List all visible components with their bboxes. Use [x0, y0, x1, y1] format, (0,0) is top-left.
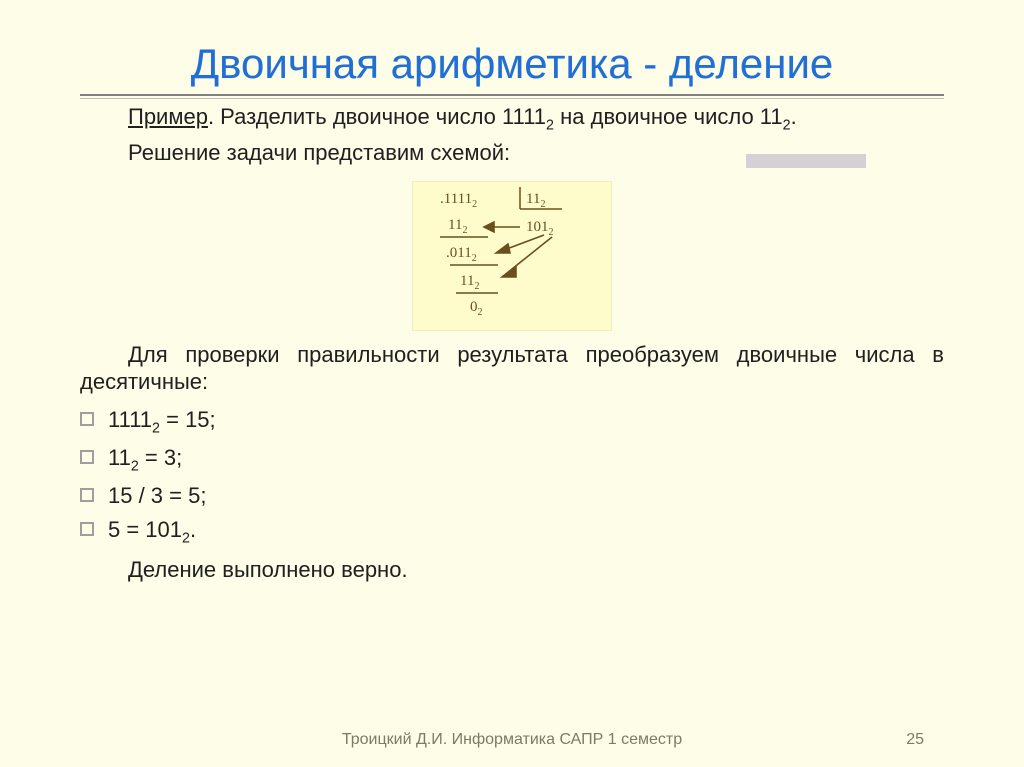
bullet-icon	[80, 450, 94, 464]
slide: Двоичная арифметика - деление Пример. Ра…	[0, 0, 1024, 767]
svg-text:1012: 1012	[526, 219, 554, 238]
d-sub2: 11	[460, 273, 474, 289]
intro-paragraph: Пример. Разделить двоичное число 11112 н…	[80, 103, 944, 135]
d-divisor-sub: 2	[540, 199, 545, 210]
d-rem2: 0	[470, 299, 478, 315]
check-paragraph: Для проверки правильности результата пре…	[80, 341, 944, 396]
list-item: 112 = 3;	[80, 444, 944, 476]
title-rule	[80, 94, 944, 99]
bullet-text-1: 11112 = 15;	[108, 406, 216, 438]
svg-text:112: 112	[526, 191, 545, 210]
intro-num1: 1111	[502, 104, 546, 129]
d-rem2-sub: 2	[478, 307, 483, 318]
long-division-diagram: .11112 112 1012 112 .0112 112 02	[412, 181, 612, 331]
bullet-text-2: 112 = 3;	[108, 444, 182, 476]
intro-sub2: 2	[783, 117, 791, 133]
bullet-text-4: 5 = 1012.	[108, 516, 196, 548]
bullet-icon	[80, 488, 94, 502]
bullet-icon	[80, 522, 94, 536]
intro-text-1: . Разделить двоичное число	[208, 104, 502, 129]
d-quotient-sub: 2	[549, 227, 554, 238]
footer-text: Троицкий Д.И. Информатика САПР 1 семестр	[0, 731, 1024, 749]
conclusion: Деление выполнено верно.	[80, 556, 944, 584]
page-number: 25	[906, 731, 924, 749]
bullet-icon	[80, 412, 94, 426]
d-divisor: 11	[526, 191, 540, 207]
intro-text-2: на двоичное число	[554, 104, 760, 129]
intro-tail: .	[791, 104, 797, 129]
d-sub2-sub: 2	[474, 281, 479, 292]
list-item: 11112 = 15;	[80, 406, 944, 438]
svg-text:02: 02	[470, 299, 483, 318]
d-sub1-sub: 2	[462, 225, 467, 236]
bullet-list: 11112 = 15; 112 = 3; 15 / 3 = 5; 5 = 101…	[80, 406, 944, 548]
svg-text:.0112: .0112	[446, 245, 477, 264]
intro-sub1: 2	[546, 117, 554, 133]
d-rem1: 011	[450, 245, 472, 261]
svg-text:112: 112	[460, 273, 479, 292]
d-rem1-sub: 2	[472, 253, 477, 264]
slide-title: Двоичная арифметика - деление	[80, 40, 944, 88]
scheme-line: Решение задачи представим схемой:	[80, 139, 944, 167]
intro-label: Пример	[128, 104, 208, 129]
d-dividend: 1111	[444, 191, 472, 207]
d-quotient: 101	[526, 219, 549, 235]
diagram-wrap: .11112 112 1012 112 .0112 112 02	[80, 181, 944, 331]
list-item: 15 / 3 = 5;	[80, 482, 944, 510]
intro-num2: 11	[760, 104, 783, 129]
d-sub1: 11	[448, 217, 462, 233]
svg-text:.11112: .11112	[440, 191, 477, 210]
list-item: 5 = 1012.	[80, 516, 944, 548]
d-dividend-sub: 2	[472, 199, 477, 210]
bullet-text-3: 15 / 3 = 5;	[108, 482, 206, 510]
svg-text:112: 112	[448, 217, 467, 236]
